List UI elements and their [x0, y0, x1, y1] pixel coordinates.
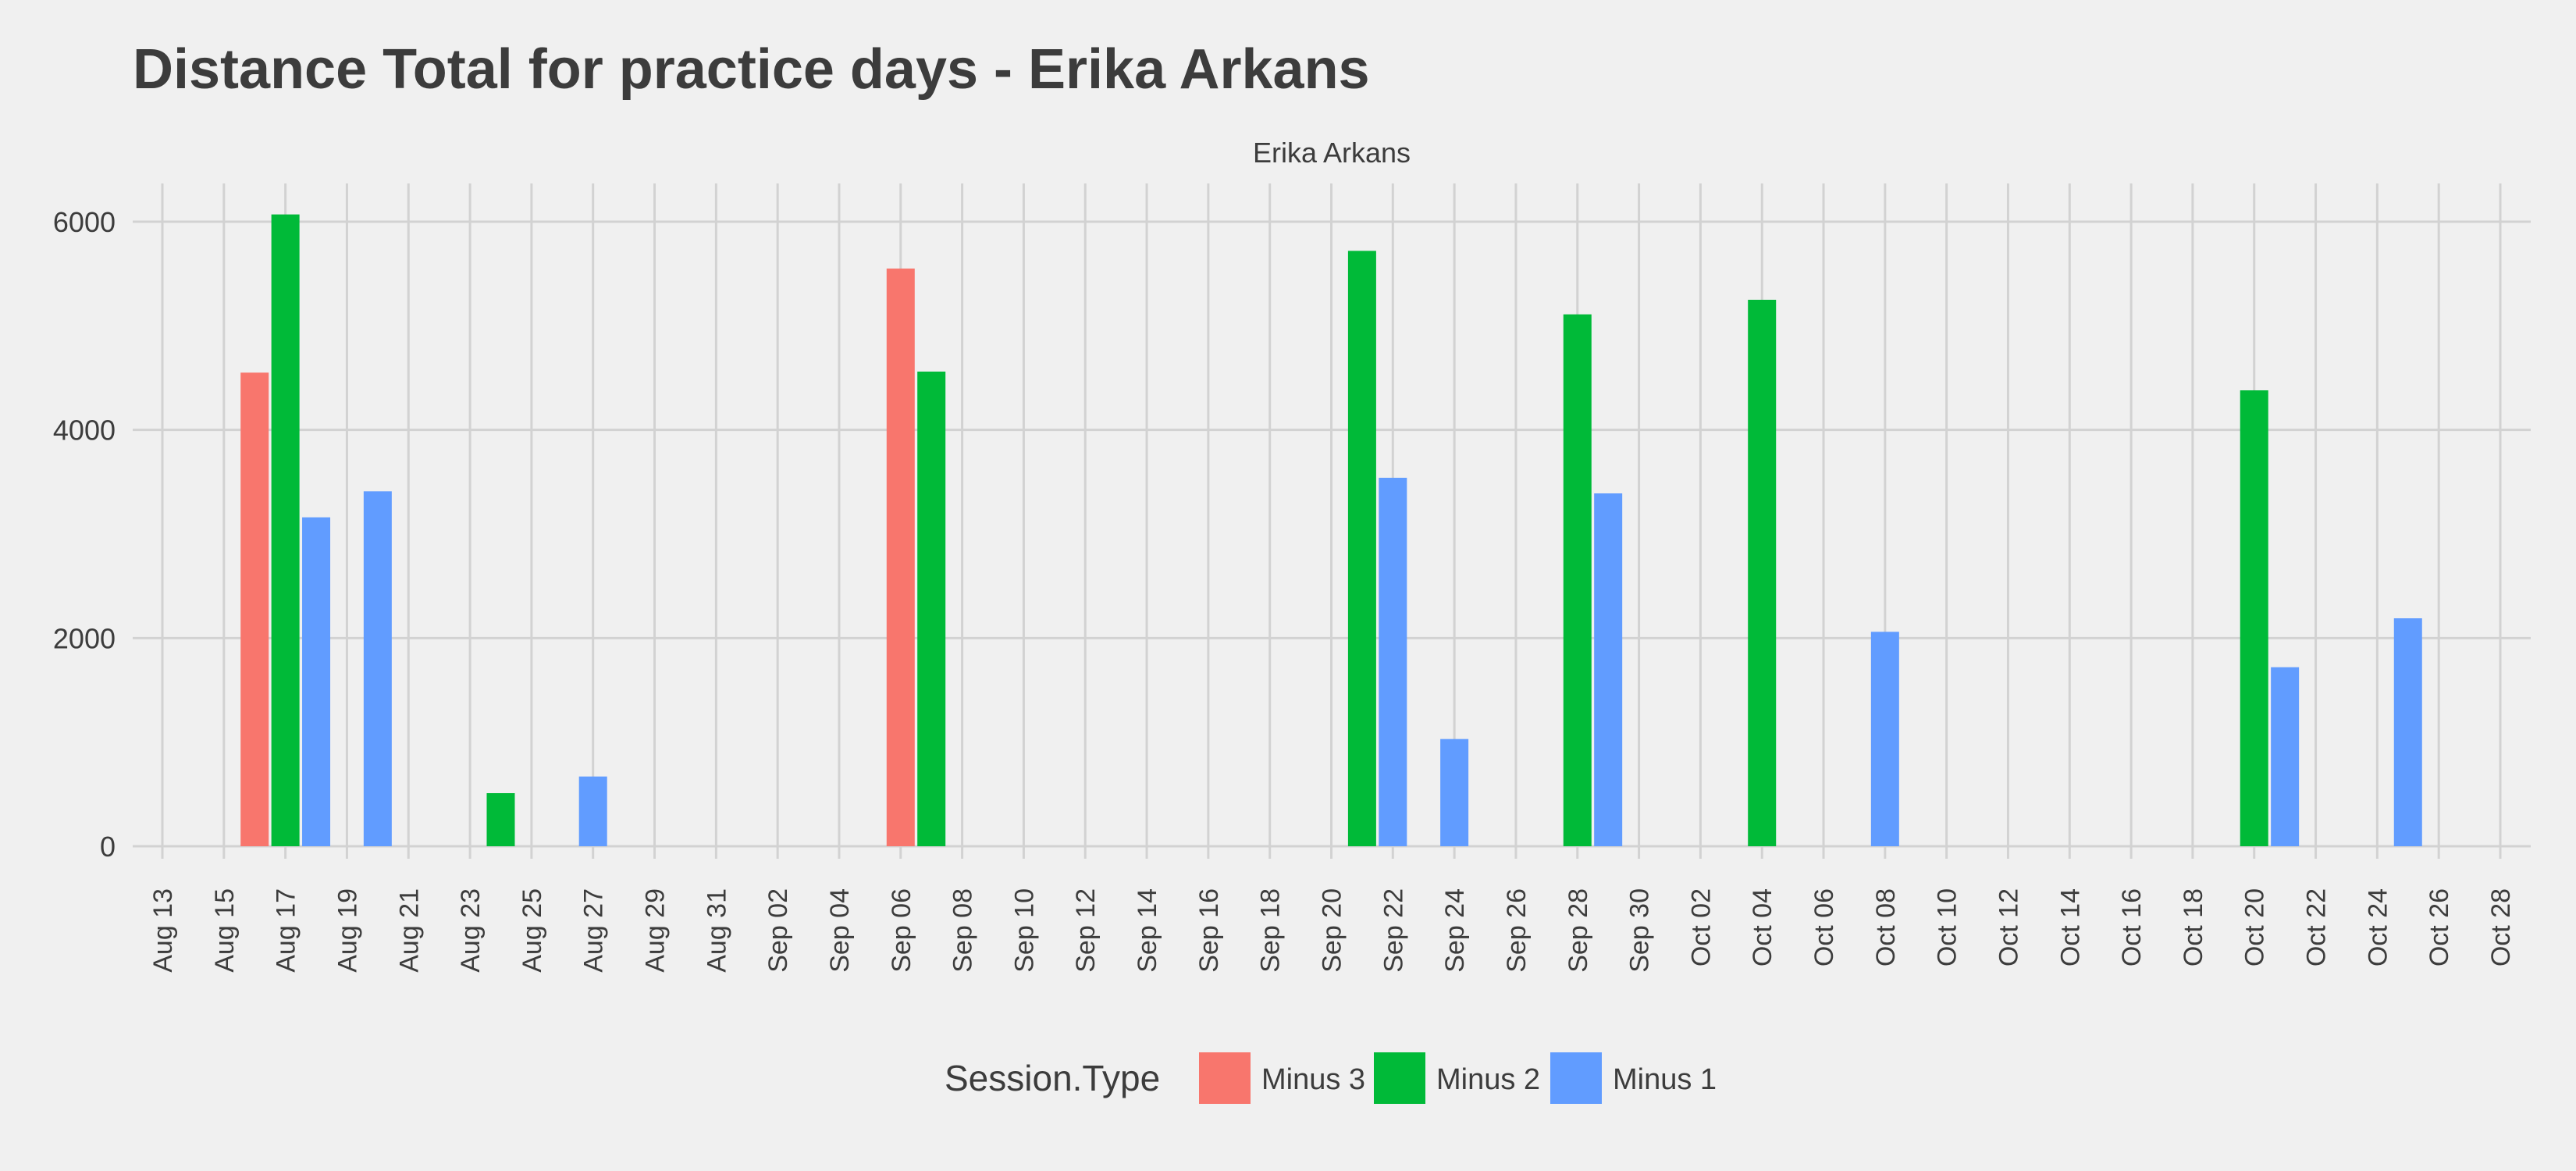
x-tick-label: Sep 10 [1009, 888, 1039, 973]
x-tick-label: Sep 08 [948, 888, 978, 973]
x-tick-label: Sep 18 [1256, 888, 1286, 973]
bar [271, 214, 300, 847]
x-tick-label: Sep 20 [1318, 888, 1347, 973]
bar [2240, 390, 2268, 846]
x-tick-label: Aug 31 [702, 888, 731, 973]
legend-key [1374, 1052, 1425, 1104]
x-tick-label: Sep 12 [1071, 888, 1101, 973]
y-axis: 0 2000 4000 6000 [53, 206, 116, 863]
x-tick-label: Aug 27 [579, 888, 609, 973]
x-tick-label: Aug 21 [394, 888, 424, 973]
x-tick-label: Sep 06 [887, 888, 916, 973]
x-tick-label: Oct 22 [2302, 888, 2332, 966]
x-tick-label: Oct 02 [1686, 888, 1716, 966]
y-tick-label: 6000 [53, 206, 116, 238]
bars [240, 214, 2422, 847]
legend-title: Session.Type [945, 1058, 1160, 1098]
x-tick-label: Sep 16 [1194, 888, 1224, 973]
x-tick-label: Sep 22 [1379, 888, 1408, 973]
legend: Session.Type Minus 3 Minus 2 Minus 1 [945, 1052, 1717, 1104]
bar [1379, 478, 1407, 846]
x-tick-label: Sep 28 [1564, 888, 1593, 973]
bar [917, 372, 946, 846]
x-tick-label: Oct 28 [2486, 888, 2516, 966]
x-tick-label: Sep 26 [1502, 888, 1532, 973]
x-tick-label: Sep 30 [1625, 888, 1655, 973]
y-tick-label: 4000 [53, 415, 116, 447]
x-tick-label: Oct 26 [2425, 888, 2454, 966]
x-tick-label: Aug 23 [456, 888, 486, 973]
x-tick-label: Aug 25 [518, 888, 547, 973]
bar [886, 269, 915, 846]
legend-key [1550, 1052, 1602, 1104]
bar [1563, 314, 1592, 847]
legend-label: Minus 3 [1261, 1063, 1365, 1096]
x-tick-label: Oct 12 [1994, 888, 2023, 966]
bar [1440, 739, 1469, 846]
bar [486, 793, 515, 846]
x-axis: Aug 13 Aug 15 Aug 17 Aug 19 Aug 21 Aug 23 Aug … [148, 888, 2516, 973]
bar [2271, 667, 2300, 846]
bar [1870, 632, 1899, 846]
bar [1594, 493, 1623, 846]
x-tick-label: Sep 04 [825, 888, 855, 973]
x-tick-label: Aug 13 [148, 888, 178, 973]
x-tick-label: Oct 20 [2240, 888, 2270, 966]
chart-title: Distance Total for practice days - Erika… [133, 38, 1370, 101]
legend-label: Minus 1 [1613, 1063, 1717, 1096]
x-tick-label: Aug 17 [272, 888, 301, 973]
bar [2393, 618, 2422, 846]
x-tick-label: Sep 14 [1133, 888, 1162, 973]
bar [1748, 300, 1777, 846]
x-tick-label: Oct 18 [2179, 888, 2208, 966]
legend-label: Minus 2 [1436, 1063, 1540, 1096]
x-tick-label: Oct 10 [1933, 888, 1962, 966]
x-tick-label: Aug 29 [641, 888, 671, 973]
x-tick-label: Oct 16 [2117, 888, 2147, 966]
facet-label: Erika Arkans [1253, 137, 1411, 169]
x-tick-label: Oct 04 [1748, 888, 1777, 966]
bar [302, 517, 331, 846]
y-tick-label: 0 [100, 831, 116, 863]
legend-key [1199, 1052, 1251, 1104]
x-tick-label: Sep 24 [1440, 888, 1470, 973]
x-tick-label: Aug 15 [210, 888, 240, 973]
x-tick-label: Oct 14 [2055, 888, 2085, 966]
x-tick-label: Aug 19 [333, 888, 362, 973]
x-tick-label: Oct 06 [1809, 888, 1839, 966]
bar [363, 491, 392, 846]
x-tick-label: Oct 24 [2363, 888, 2393, 966]
bar [578, 776, 607, 846]
x-tick-label: Sep 02 [763, 888, 793, 973]
y-tick-label: 2000 [53, 622, 116, 654]
bar [1347, 251, 1376, 846]
x-tick-label: Oct 08 [1871, 888, 1901, 966]
grid [133, 183, 2531, 859]
bar [240, 372, 269, 846]
